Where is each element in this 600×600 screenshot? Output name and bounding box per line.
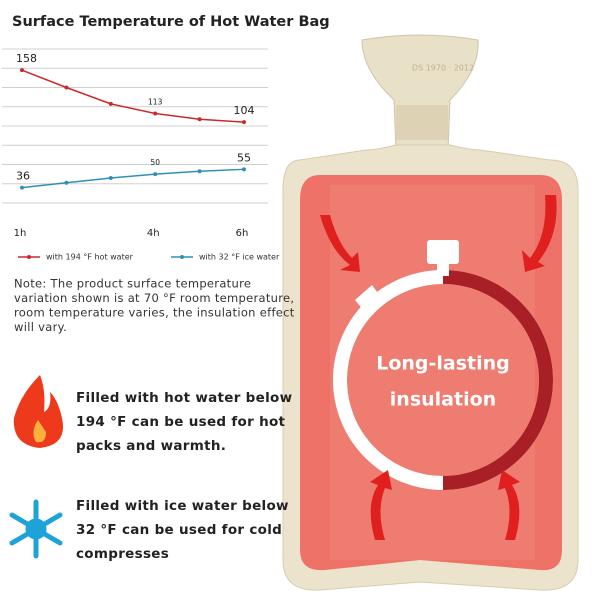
stamp: DS 1970 · 2012 (412, 64, 474, 73)
note: variation shown is at 70 °F room tempera… (14, 291, 294, 305)
legend-label: with 32 °F ice water (199, 253, 280, 262)
data-label: 113 (148, 97, 163, 106)
snow-icon (9, 499, 63, 559)
point (242, 120, 246, 125)
point (64, 85, 69, 90)
hot-text: packs and warmth. (76, 438, 226, 454)
fire-icon (33, 420, 46, 443)
point (153, 111, 158, 116)
point (197, 169, 202, 174)
point (108, 101, 113, 106)
point (20, 185, 24, 190)
cold-text: compresses (76, 546, 169, 562)
x-tick-label: 6h (236, 228, 249, 239)
point (108, 175, 113, 180)
note: will vary. (14, 320, 67, 334)
legend-swatch (27, 255, 31, 259)
hot-text: Filled with hot water below (76, 390, 292, 406)
bottle (282, 34, 579, 591)
x-tick-label: 4h (147, 228, 160, 239)
point (242, 167, 246, 172)
series-line (21, 69, 245, 123)
data-label: 158 (16, 52, 37, 65)
chart-title: Surface Temperature of Hot Water Bag (12, 14, 330, 30)
badge: Long-lasting (376, 353, 510, 375)
cold-text: Filled with ice water below (76, 498, 289, 514)
note: room temperature varies, the insulation … (14, 306, 295, 320)
data-label: 104 (234, 104, 255, 117)
x-tick-label: 1h (14, 228, 27, 239)
hot-text: 194 °F can be used for hot (76, 414, 286, 430)
legend-swatch (180, 255, 184, 259)
point (20, 68, 24, 73)
legend-label: with 194 °F hot water (46, 253, 134, 262)
data-label: 36 (16, 170, 30, 183)
note: Note: The product surface temperature (14, 277, 251, 291)
fire-icon (13, 375, 64, 448)
badge: insulation (390, 389, 496, 411)
data-label: 55 (237, 151, 251, 164)
point (64, 180, 69, 185)
point (197, 117, 202, 122)
cold-text: 32 °F can be used for cold (76, 522, 282, 538)
series-line (21, 168, 245, 189)
data-label: 50 (150, 158, 160, 167)
point (153, 172, 158, 177)
